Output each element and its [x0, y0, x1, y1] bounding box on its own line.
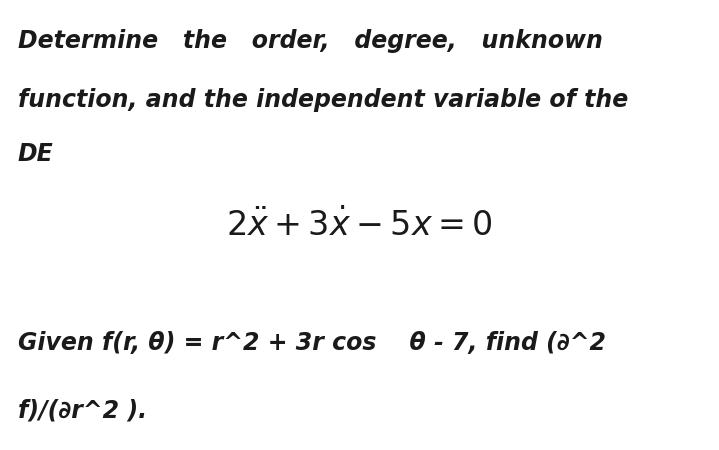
Text: DE: DE: [18, 142, 54, 166]
Text: f)/(∂r^2 ).: f)/(∂r^2 ).: [18, 398, 147, 422]
Text: Determine   the   order,   degree,   unknown: Determine the order, degree, unknown: [18, 29, 603, 53]
Text: Given f(r, θ) = r^2 + 3r cos    θ - 7, find (∂^2: Given f(r, θ) = r^2 + 3r cos θ - 7, find…: [18, 331, 606, 355]
Text: function, and the independent variable of the: function, and the independent variable o…: [18, 88, 628, 112]
Text: $2\ddot{x} + 3\dot{x} - 5x = 0$: $2\ddot{x} + 3\dot{x} - 5x = 0$: [226, 209, 493, 243]
